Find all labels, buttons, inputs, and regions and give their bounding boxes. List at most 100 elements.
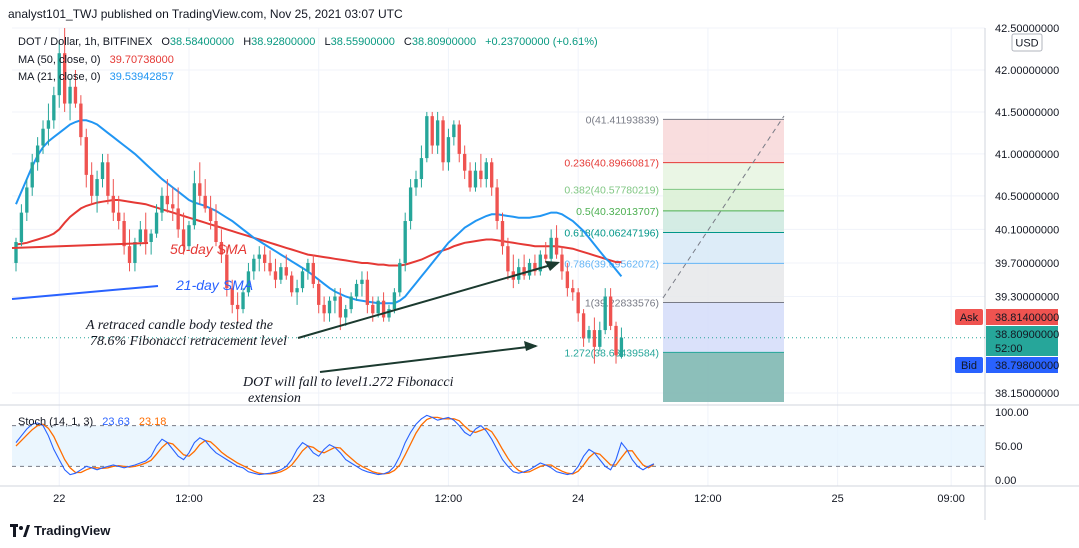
candle-body-7 (52, 95, 56, 121)
candle-body-37 (214, 221, 218, 242)
candle-body-13 (84, 137, 88, 175)
candle-48 (273, 258, 278, 289)
fib-zone-0.382 (663, 189, 784, 211)
fib-trend-line[interactable] (662, 115, 785, 299)
price-axis[interactable]: 42.00000000 41.50000000 41.00000000 40.5000… (995, 23, 1059, 400)
candle-12 (79, 95, 83, 146)
candle-body-26 (154, 212, 159, 234)
candle-84 (468, 162, 472, 192)
candle-99 (549, 229, 553, 263)
candle-body-80 (446, 137, 451, 163)
candle-body-72 (403, 221, 407, 263)
candle-75 (419, 145, 424, 188)
candle-80 (446, 128, 451, 171)
candle-body-100 (554, 237, 559, 255)
candle-body-49 (279, 267, 283, 280)
fib-label-0.618: 0.618(40.06247196) (564, 228, 659, 240)
candle-8 (57, 40, 61, 108)
ask-tag-label: Ask (960, 312, 979, 324)
candle-59 (333, 288, 337, 314)
candle-body-89 (495, 187, 499, 222)
candle-body-73 (408, 187, 413, 222)
candle-38 (219, 229, 224, 263)
candle-20 (122, 212, 126, 255)
candle-37 (214, 204, 218, 247)
candle-body-41 (235, 304, 240, 310)
change-value: +0.23700000 (+0.61%) (485, 36, 598, 48)
candle-body-51 (290, 275, 294, 293)
currency-label: USD (1015, 38, 1038, 50)
ma21-line (15, 119, 623, 305)
time-axis[interactable]: 22 12:00 23 12:00 24 12:00 25 09:00 (53, 493, 965, 505)
candle-body-103 (571, 288, 575, 293)
arrow-trend[interactable] (297, 262, 559, 339)
candle-49 (279, 262, 283, 284)
candle-body-28 (165, 195, 170, 205)
candle-body-5 (41, 128, 45, 146)
candle-body-32 (187, 225, 191, 247)
sma21-ray[interactable] (11, 285, 159, 300)
candle-body-31 (181, 229, 186, 247)
candle-body-50 (284, 267, 288, 276)
candle-body-68 (381, 300, 386, 318)
candle-89 (495, 179, 499, 230)
candle-68 (381, 292, 386, 322)
candle-14 (90, 162, 94, 205)
candle-body-63 (354, 283, 359, 297)
candle-43 (246, 262, 251, 297)
drawings (11, 115, 785, 373)
ma50-line (15, 199, 622, 267)
price-tick-3: 41.00000000 (995, 149, 1059, 161)
last-price: 38.80900000 (995, 329, 1059, 341)
candle-body-104 (576, 292, 580, 314)
candle-109 (603, 288, 607, 335)
candle-79 (441, 116, 445, 171)
note-target-line1: DOT will fall to level1.272 Fibonacci (242, 375, 454, 390)
candle-66 (371, 296, 375, 322)
candle-78 (435, 111, 440, 154)
candle-body-98 (544, 254, 548, 259)
arrow-target[interactable] (319, 345, 537, 373)
candle-body-55 (311, 262, 315, 284)
sma50-ray[interactable] (11, 242, 149, 249)
open-value: 38.58400000 (170, 36, 234, 48)
candle-96 (533, 254, 537, 276)
candle-7 (52, 86, 56, 129)
candle-104 (576, 288, 580, 322)
candle-body-12 (79, 103, 83, 138)
candle-body-110 (608, 296, 613, 326)
fib-label-0.382: 0.382(40.57780219) (564, 184, 659, 196)
fib-zone-1 (663, 302, 784, 353)
candle-body-82 (457, 124, 461, 154)
candle-21 (127, 229, 132, 272)
candle-body-54 (306, 262, 310, 272)
candle-103 (571, 279, 575, 301)
candle-body-101 (560, 254, 564, 272)
ma21-legend: MA (21, close, 0) 39.53942857 (18, 71, 174, 83)
candle-33 (192, 170, 197, 230)
candle-body-27 (160, 195, 164, 213)
candle-36 (208, 195, 213, 230)
candle-body-4 (35, 145, 40, 163)
fibonacci-retracement[interactable]: 0(41.41193839) 0.236(40.89660817) 0.382(40… (564, 114, 784, 402)
ma21-value: 39.53942857 (110, 71, 174, 83)
candle-101 (560, 246, 564, 280)
candle-body-97 (538, 254, 543, 272)
price-grid (0, 27, 1079, 520)
candle-64 (360, 271, 364, 297)
candle-body-69 (387, 309, 391, 318)
candle-107 (592, 317, 597, 364)
candle-34 (198, 162, 202, 205)
candle-body-43 (246, 271, 251, 293)
candle-body-20 (122, 221, 126, 247)
candle-106 (587, 325, 591, 343)
candle-body-62 (349, 296, 353, 310)
time-tick-3: 12:00 (435, 493, 463, 505)
candle-63 (354, 279, 359, 301)
ask-price: 38.81400000 (995, 312, 1059, 324)
candle-31 (181, 212, 186, 255)
fib-zone-ext (663, 352, 784, 402)
candle-body-64 (360, 279, 364, 284)
candle-body-15 (95, 179, 99, 196)
candle-105 (581, 309, 586, 347)
